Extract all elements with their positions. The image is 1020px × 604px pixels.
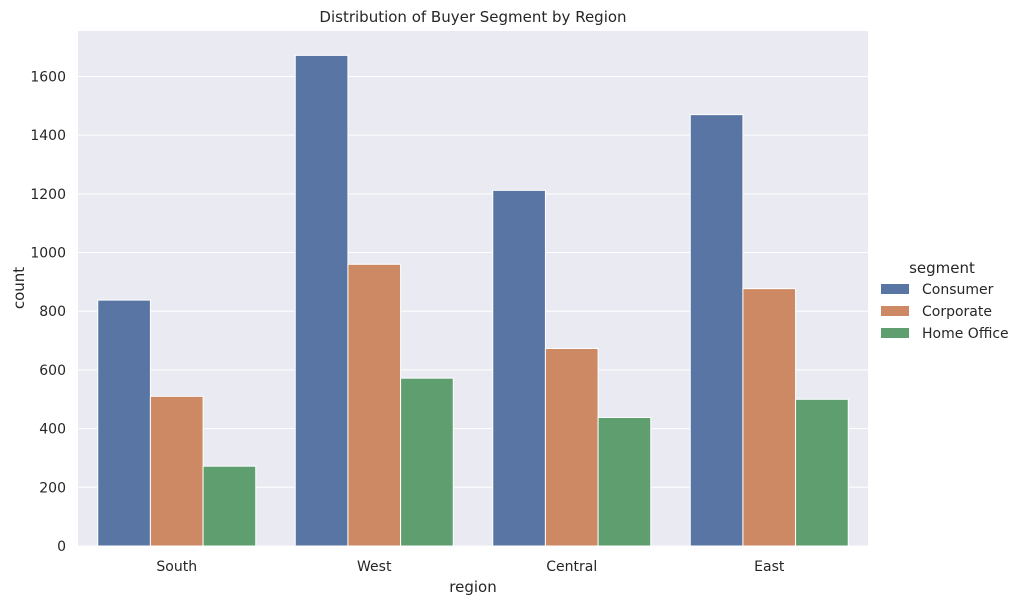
- bars: [97, 54, 849, 547]
- y-tick-label: 1400: [30, 128, 66, 144]
- bar-consumer-west: [294, 54, 349, 547]
- legend-swatch: [881, 328, 909, 338]
- x-tick-label: Central: [546, 559, 597, 575]
- legend-label: Corporate: [922, 304, 992, 320]
- y-tick-label: 1600: [30, 69, 66, 85]
- y-tick-label: 0: [57, 539, 66, 555]
- bar-consumer-east: [689, 114, 744, 547]
- legend-label: Home Office: [922, 326, 1009, 342]
- bar-corporate-central: [544, 348, 599, 547]
- legend-swatch: [881, 306, 909, 316]
- x-tick-labels: South West Central East: [156, 559, 784, 575]
- chart-title: Distribution of Buyer Segment by Region: [319, 8, 626, 26]
- bar-home-office-south: [202, 465, 257, 547]
- y-tick-label: 600: [39, 363, 66, 379]
- legend-swatch: [881, 284, 909, 294]
- bar-home-office-east: [795, 398, 849, 547]
- bar-home-office-central: [597, 416, 652, 547]
- y-axis-label: count: [10, 267, 28, 309]
- x-tick-label: South: [156, 559, 197, 575]
- x-tick-label: East: [754, 559, 785, 575]
- bar-corporate-east: [742, 288, 797, 547]
- y-tick-label: 1000: [30, 246, 66, 262]
- y-tick-label: 1200: [30, 187, 66, 203]
- y-tick-label: 800: [39, 304, 66, 320]
- x-axis-label: region: [449, 578, 496, 596]
- x-tick-label: West: [357, 559, 392, 575]
- bar-home-office-west: [400, 377, 454, 547]
- bar-consumer-south: [97, 299, 151, 547]
- bar-corporate-west: [347, 263, 402, 547]
- legend-label: Consumer: [922, 282, 994, 298]
- y-tick-label: 400: [39, 422, 66, 438]
- legend: segment Consumer Corporate Home Office: [881, 259, 1009, 342]
- bar-consumer-central: [492, 189, 546, 547]
- legend-title: segment: [909, 259, 975, 277]
- y-tick-label: 200: [39, 480, 66, 496]
- bar-corporate-south: [149, 395, 204, 547]
- y-tick-labels: 0 200 400 600 800 1000 1200 1400 1600: [30, 69, 66, 555]
